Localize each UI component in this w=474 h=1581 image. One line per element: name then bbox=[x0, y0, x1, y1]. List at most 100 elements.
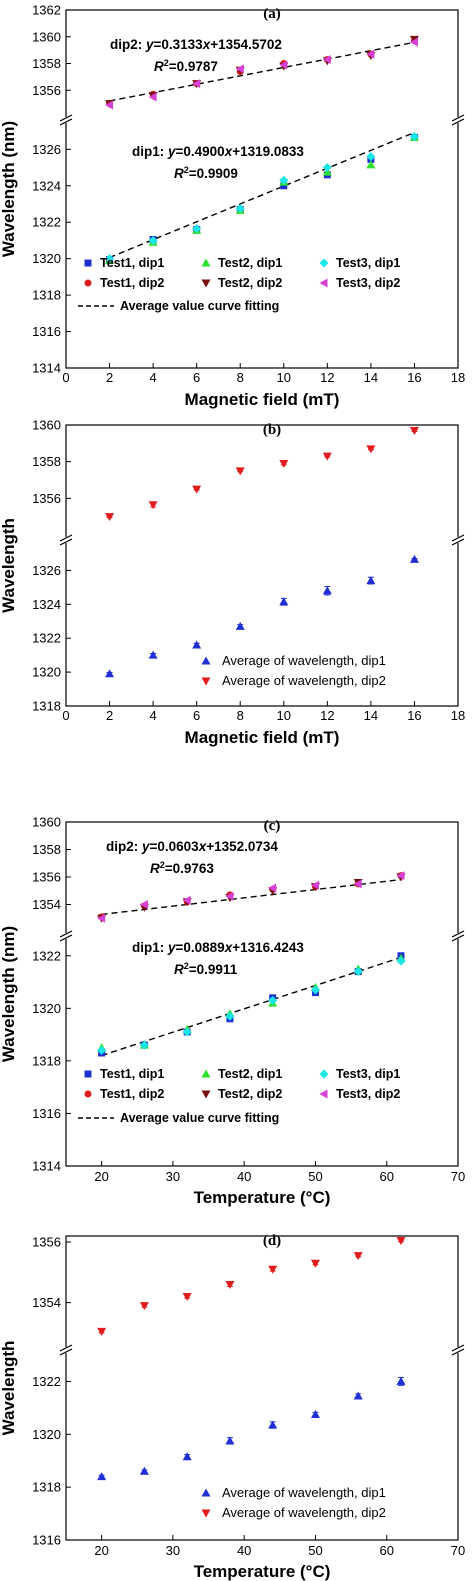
data-point bbox=[148, 92, 157, 102]
axis-break-gap bbox=[453, 537, 463, 543]
y-axis-label: Wavelength bbox=[0, 1341, 18, 1436]
x-tick-label: 40 bbox=[237, 1543, 251, 1558]
data-point bbox=[310, 1259, 320, 1268]
chart-panel-d: 20 30 40 50 60 70 1316 1318 1320 1322 1354 1356 Temp… bbox=[0, 1233, 465, 1581]
y-tick-label: 1356 bbox=[32, 870, 61, 885]
x-axis-label: Temperature (°C) bbox=[194, 1188, 331, 1207]
axis-break-gap bbox=[61, 933, 71, 939]
legend-marker bbox=[201, 656, 211, 665]
x-tick-label: 12 bbox=[320, 370, 334, 385]
legend-entry: Test3, dip1 bbox=[319, 256, 400, 270]
series-test3-dip2 bbox=[97, 871, 405, 923]
data-point bbox=[310, 880, 319, 890]
x-tick-label: 4 bbox=[149, 370, 156, 385]
legend-label: Average of wavelength, dip1 bbox=[222, 653, 386, 668]
x-tick-label: 10 bbox=[277, 370, 291, 385]
legend-label: Test1, dip2 bbox=[100, 1087, 164, 1101]
y-tick-label: 1314 bbox=[32, 1159, 61, 1174]
legend-marker bbox=[201, 258, 211, 267]
y-tick-label: 1358 bbox=[32, 842, 61, 857]
legend-marker bbox=[319, 1089, 328, 1099]
data-point bbox=[235, 621, 245, 630]
y-tick-label: 1358 bbox=[32, 454, 61, 469]
legend-entry: Average of wavelength, dip1 bbox=[201, 1485, 386, 1500]
legend: Average of wavelength, dip1 Average of wa… bbox=[201, 653, 386, 688]
x-tick-label: 16 bbox=[407, 708, 421, 723]
legend-label: Test3, dip2 bbox=[336, 276, 400, 290]
data-point bbox=[97, 1045, 107, 1055]
legend-marker bbox=[84, 279, 92, 287]
x-tick-label: 40 bbox=[237, 1169, 251, 1184]
data-point bbox=[268, 995, 278, 1005]
data-point bbox=[396, 871, 405, 881]
series-test3-dip1 bbox=[105, 132, 419, 264]
data-point bbox=[182, 1452, 192, 1461]
legend-label: Test3, dip1 bbox=[336, 256, 400, 270]
y-tick-label: 1318 bbox=[32, 288, 61, 303]
data-point bbox=[192, 224, 202, 234]
y-tick-label: 1324 bbox=[32, 178, 61, 193]
legend-label: Test2, dip1 bbox=[218, 256, 282, 270]
x-tick-label: 14 bbox=[364, 708, 378, 723]
legend-entry: Test1, dip2 bbox=[84, 276, 164, 290]
fit-line-upper bbox=[101, 878, 402, 916]
legend-entry: Average value curve fitting bbox=[78, 1111, 279, 1125]
y-tick-label: 1314 bbox=[32, 361, 61, 376]
data-point bbox=[366, 49, 375, 59]
y-tick-label: 1320 bbox=[32, 1427, 61, 1442]
data-point bbox=[182, 1293, 192, 1302]
x-tick-label: 6 bbox=[193, 708, 200, 723]
data-point bbox=[148, 650, 158, 659]
axis-break-mark-left bbox=[59, 934, 73, 942]
data-point bbox=[268, 1265, 278, 1274]
y-tick-label: 1322 bbox=[32, 631, 61, 646]
x-tick-label: 2 bbox=[106, 370, 113, 385]
y-tick-label: 1324 bbox=[32, 597, 61, 612]
fit-line-lower bbox=[109, 131, 415, 259]
y-tick-label: 1356 bbox=[32, 491, 61, 506]
legend-label: Test1, dip1 bbox=[100, 256, 164, 270]
axis-break-mark-right bbox=[451, 934, 465, 942]
legend-marker bbox=[319, 1069, 329, 1079]
y-axis-label: Wavelength (nm) bbox=[0, 926, 18, 1062]
data-point bbox=[148, 501, 158, 510]
data-point bbox=[353, 1391, 363, 1400]
axis-break-mark-left bbox=[59, 930, 73, 938]
data-point bbox=[139, 1466, 149, 1475]
axis-break-mark-right bbox=[451, 1348, 465, 1356]
data-point bbox=[353, 879, 362, 889]
x-tick-label: 70 bbox=[451, 1169, 465, 1184]
axis-break-gap bbox=[453, 117, 463, 123]
series-test3-dip2 bbox=[105, 37, 418, 110]
data-point bbox=[366, 445, 376, 454]
series-average-of-wavelength-dip2 bbox=[105, 427, 419, 522]
y-axis-label: Wavelength bbox=[0, 518, 18, 613]
data-point bbox=[139, 900, 148, 909]
data-point bbox=[279, 60, 288, 70]
panel-label: (c) bbox=[264, 818, 281, 834]
data-point bbox=[105, 100, 114, 110]
y-tick-label: 1322 bbox=[32, 1374, 61, 1389]
plot-frame bbox=[65, 424, 459, 707]
chart-panel-b: 0 2 4 6 8 10 12 14 16 18 1318 1320 1322 1324 1326 1356 1… bbox=[0, 418, 465, 748]
legend-entry: Average of wavelength, dip2 bbox=[201, 673, 386, 688]
y-tick-label: 1360 bbox=[32, 815, 61, 830]
data-point bbox=[105, 513, 115, 522]
axis-break-mark-right bbox=[451, 114, 465, 122]
data-point bbox=[192, 79, 201, 89]
series-test3-dip1 bbox=[97, 956, 406, 1055]
data-point bbox=[322, 452, 332, 461]
data-point bbox=[353, 1252, 363, 1261]
plot-frame bbox=[65, 9, 459, 369]
legend-label: Average of wavelength, dip2 bbox=[222, 673, 386, 688]
legend: Test1, dip1 Test2, dip1 Test3, dip1 Test1, … bbox=[78, 1067, 400, 1125]
legend-entry: Average of wavelength, dip2 bbox=[201, 1505, 386, 1520]
panel-label: (a) bbox=[263, 6, 281, 22]
panel-label: (b) bbox=[263, 422, 281, 438]
data-point bbox=[279, 460, 289, 468]
legend-entry: Test2, dip2 bbox=[201, 1087, 282, 1101]
axis-break-mark-left bbox=[59, 534, 73, 542]
legend-marker bbox=[84, 1070, 92, 1078]
axis-break-gap bbox=[61, 537, 71, 543]
